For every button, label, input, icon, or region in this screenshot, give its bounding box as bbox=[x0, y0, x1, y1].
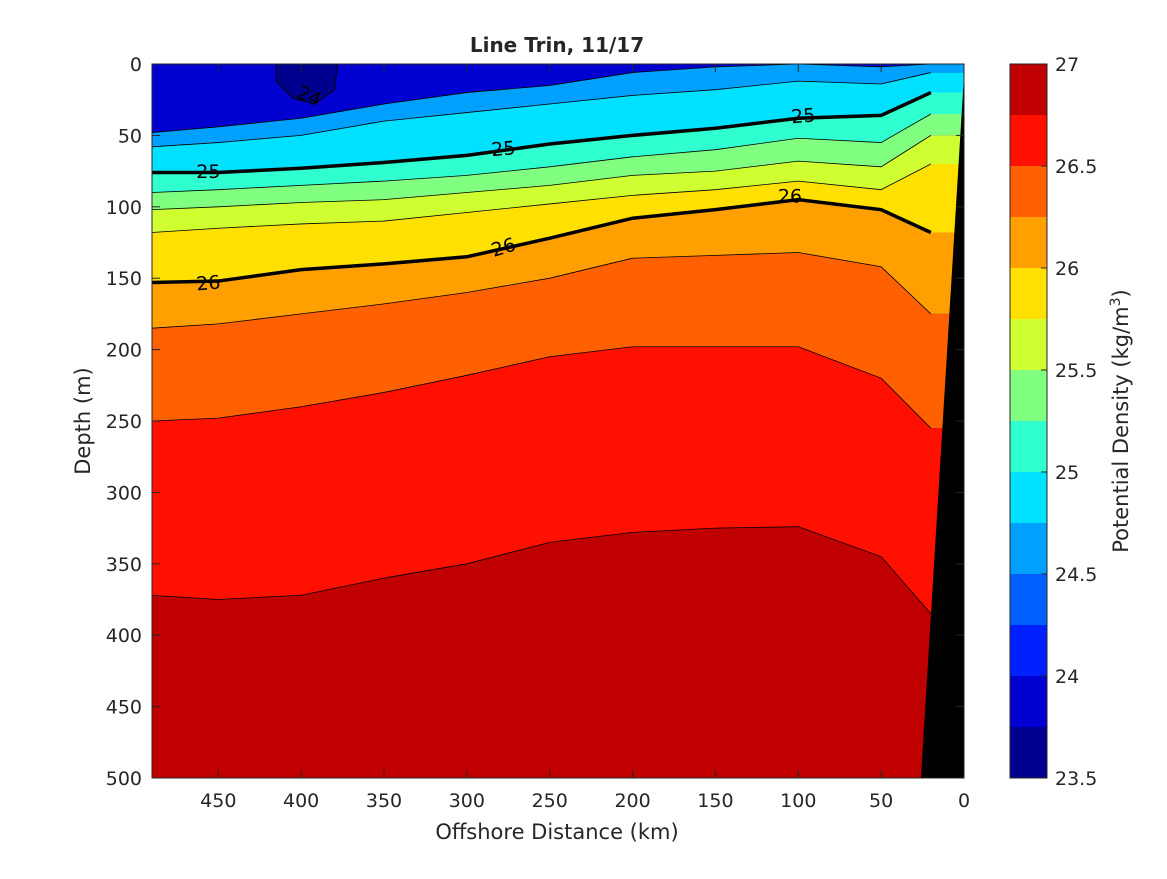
contour-label: 26 bbox=[195, 271, 221, 295]
contour-label: 25 bbox=[196, 161, 220, 183]
y-tick-label: 250 bbox=[106, 411, 142, 433]
band-25 bbox=[152, 92, 964, 193]
x-tick-label: 250 bbox=[532, 790, 568, 812]
x-tick-label: 50 bbox=[869, 790, 893, 812]
band-25.25 bbox=[152, 113, 964, 210]
colorbar-tick-label: 26 bbox=[1055, 258, 1079, 280]
x-tick-label: 350 bbox=[366, 790, 402, 812]
y-axis-label: Depth (m) bbox=[71, 367, 95, 474]
colorbar-segment bbox=[1010, 727, 1047, 778]
isopycnal-26.5 bbox=[151, 346, 932, 429]
band-24.75 bbox=[152, 72, 964, 173]
y-tick-label: 0 bbox=[130, 54, 142, 76]
y-tick-label: 350 bbox=[106, 554, 142, 576]
chart-title: Line Trin, 11/17 bbox=[470, 33, 644, 57]
colorbar-segment bbox=[1010, 625, 1047, 676]
colorbar-segment bbox=[1010, 472, 1047, 523]
colorbar-label-sup: 3 bbox=[1108, 297, 1124, 306]
colorbar-label: Potential Density (kg/m3) bbox=[1108, 289, 1133, 553]
isopycnal-25.75 bbox=[151, 163, 932, 233]
isopycnal-24.75 bbox=[151, 72, 931, 148]
colorbar-segment bbox=[1010, 268, 1047, 319]
colorbar-segment bbox=[1010, 217, 1047, 268]
colorbar: 23.5 24 24.5 25 25.5 26 26.5 27 bbox=[1009, 54, 1097, 790]
y-tick-label: 200 bbox=[106, 340, 142, 362]
band-26.25 bbox=[152, 252, 964, 429]
x-axis-label: Offshore Distance (km) bbox=[435, 820, 678, 844]
colorbar-tick-label: 27 bbox=[1055, 54, 1079, 76]
isopycnal-26 bbox=[151, 197, 932, 285]
contour-label-group: 25 bbox=[490, 137, 516, 161]
y-tick-label: 400 bbox=[106, 625, 142, 647]
contour-label: 25 bbox=[790, 104, 816, 128]
y-tick-label: 100 bbox=[106, 197, 142, 219]
colorbar-tick-label: 26.5 bbox=[1055, 156, 1097, 178]
band-25.5 bbox=[152, 135, 964, 233]
y-tick-label: 450 bbox=[106, 697, 142, 719]
colorbar-tick-label: 25 bbox=[1055, 462, 1079, 484]
isopycnal-26.25 bbox=[151, 252, 932, 329]
x-tick-label: 450 bbox=[200, 790, 236, 812]
colorbar-tick-label: 24 bbox=[1055, 666, 1079, 688]
colorbar-tick-label: 25.5 bbox=[1055, 360, 1097, 382]
band-25.75 bbox=[152, 163, 964, 283]
y-tick-label: 500 bbox=[106, 768, 142, 790]
colorbar-frame bbox=[1009, 63, 1048, 779]
isopycnal-25.25 bbox=[151, 113, 932, 193]
bottom-mask bbox=[920, 75, 964, 778]
contour-label: 26 bbox=[778, 185, 802, 207]
contour-label: 25 bbox=[490, 137, 516, 161]
colorbar-segment bbox=[1010, 574, 1047, 625]
colorbar-segment bbox=[1010, 115, 1047, 166]
colorbar-segment bbox=[1010, 166, 1047, 217]
colorbar-tick-label: 24.5 bbox=[1055, 564, 1097, 586]
colorbar-tick-label: 23.5 bbox=[1055, 768, 1097, 790]
colorbar-label-prefix: Potential Density (kg/m bbox=[1109, 306, 1133, 552]
band-26.75 bbox=[152, 526, 964, 778]
colorbar-segment bbox=[1010, 370, 1047, 421]
colorbar-segment bbox=[1010, 319, 1047, 370]
y-tick-label: 150 bbox=[106, 268, 142, 290]
x-tick-label: 150 bbox=[697, 790, 733, 812]
contour-label-group: 25 bbox=[790, 104, 816, 128]
colorbar-segment bbox=[1010, 676, 1047, 727]
y-axis: 0 50 100 150 200 250 300 350 400 450 500 bbox=[106, 54, 964, 790]
contour-label-group: 26 bbox=[195, 271, 221, 295]
isopycnal-25.5 bbox=[151, 135, 932, 211]
contour-label-group: 25 bbox=[196, 161, 220, 183]
isopycnal-24.5 bbox=[151, 63, 931, 133]
band-26.5 bbox=[152, 346, 964, 614]
isopycnal-26.75 bbox=[151, 526, 932, 615]
x-tick-label: 100 bbox=[780, 790, 816, 812]
x-tick-label: 0 bbox=[958, 790, 970, 812]
y-tick-label: 50 bbox=[118, 125, 142, 147]
y-tick-label: 300 bbox=[106, 482, 142, 504]
colorbar-segment bbox=[1010, 64, 1047, 115]
x-axis: 450 400 350 300 250 200 150 100 50 0 bbox=[200, 64, 970, 812]
x-tick-label: 400 bbox=[283, 790, 319, 812]
x-tick-label: 300 bbox=[449, 790, 485, 812]
colorbar-segment bbox=[1010, 523, 1047, 574]
x-tick-label: 200 bbox=[614, 790, 650, 812]
colorbar-segment bbox=[1010, 421, 1047, 472]
isopycnal-25 bbox=[152, 90, 932, 175]
band-26 bbox=[152, 199, 964, 329]
contour-label-group: 26 bbox=[778, 185, 802, 207]
colorbar-label-suffix: ) bbox=[1109, 289, 1133, 297]
